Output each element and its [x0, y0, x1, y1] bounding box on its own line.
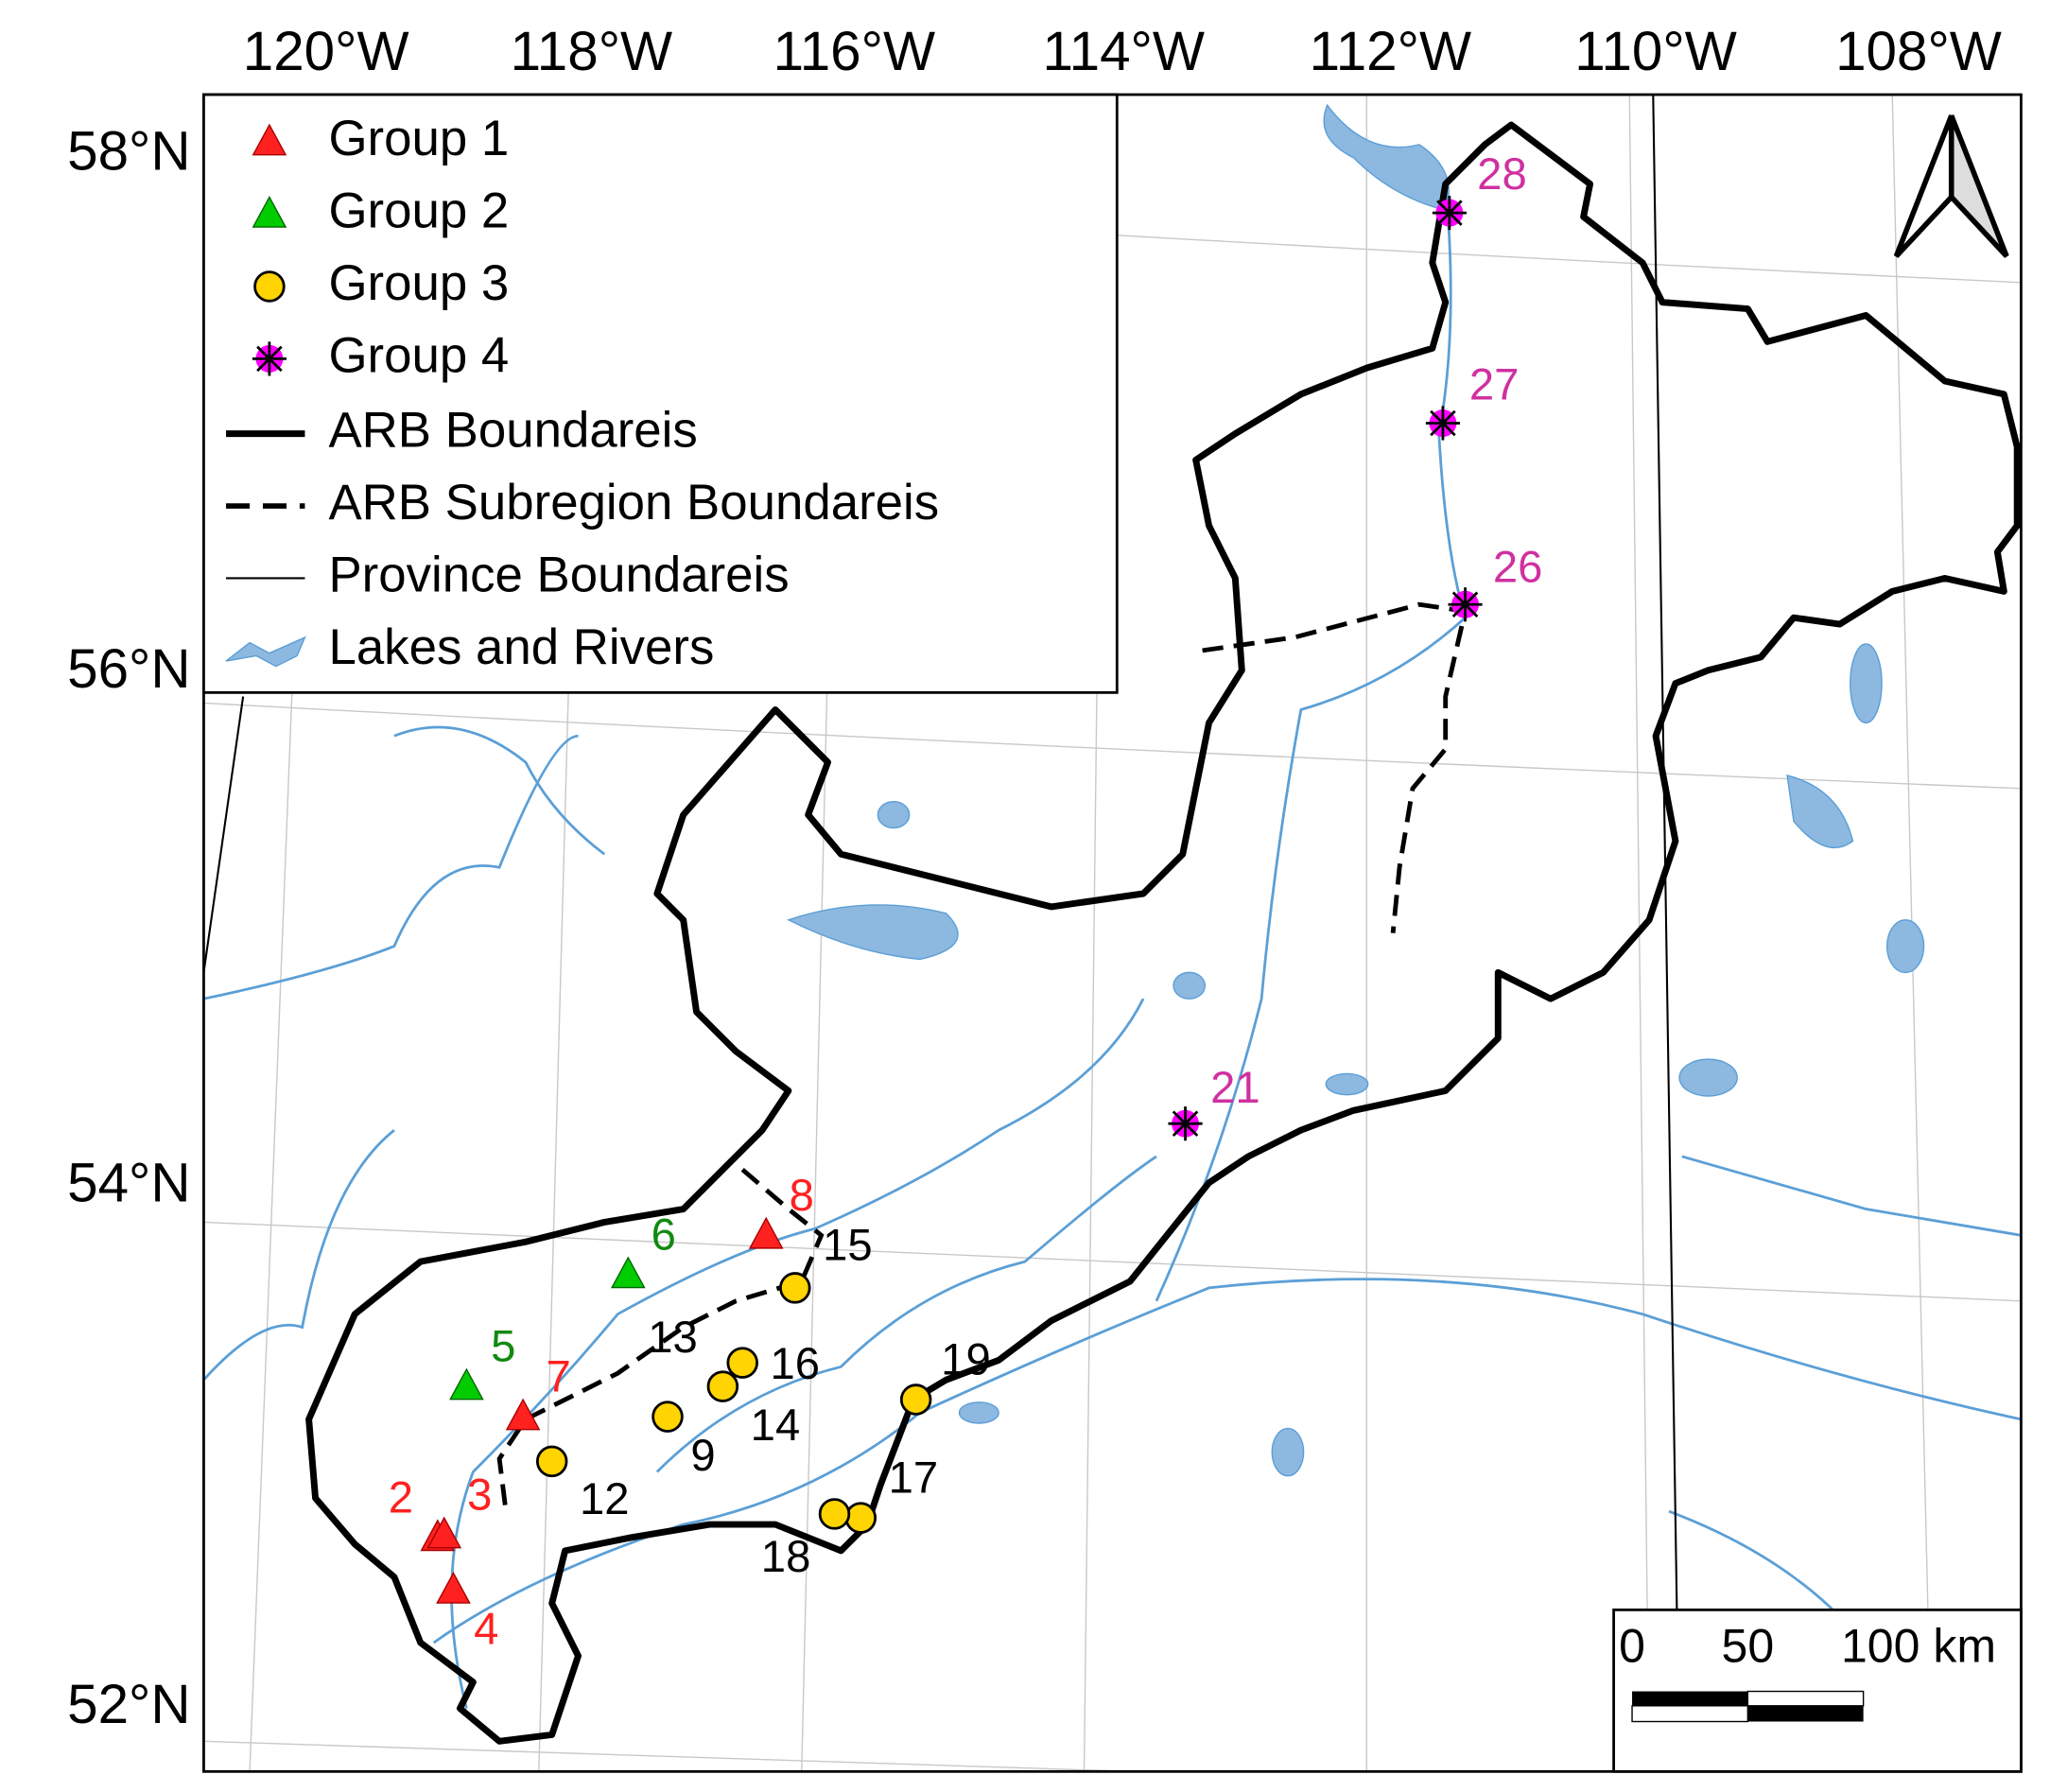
asterisk-stroke: [1436, 200, 1463, 226]
asterisk-stroke: [256, 345, 283, 373]
circle-marker: [651, 1401, 684, 1433]
asterisk-marker: [1448, 587, 1483, 622]
longitude-label: 112°W: [1310, 21, 1471, 82]
longitude-label: 116°W: [773, 21, 935, 82]
arb-subregion-boundaries: [496, 601, 1468, 1512]
asterisk-stroke: [1430, 409, 1456, 437]
station-label: 6: [651, 1210, 676, 1261]
station-label: 16: [771, 1339, 821, 1389]
station-label: 17: [889, 1453, 939, 1504]
station-label: 7: [547, 1352, 571, 1402]
lakes-rivers: [203, 103, 2022, 1709]
circle-marker: [726, 1347, 758, 1379]
triangle-marker: [426, 1516, 462, 1549]
station-label: 3: [467, 1470, 492, 1521]
station-label: 5: [491, 1322, 515, 1372]
scale-label: 50: [1722, 1619, 1775, 1672]
scale-label: 100 km: [1841, 1619, 1996, 1672]
circle-marker: [535, 1445, 568, 1478]
legend-label: Province Boundareis: [328, 547, 789, 602]
triangle-marker: [748, 1216, 784, 1249]
legend-lake: [225, 635, 306, 668]
circle-marker: [818, 1498, 851, 1530]
legend-label: ARB Boundareis: [328, 403, 697, 459]
circle-marker: [779, 1272, 811, 1304]
triangle-marker: [610, 1256, 646, 1289]
legend-label: Group 3: [328, 255, 509, 311]
province-boundaries: [203, 95, 1681, 1772]
circle-marker: [253, 270, 286, 303]
circle-marker: [844, 1502, 877, 1534]
longitude-label: 120°W: [243, 21, 409, 82]
station-label: 4: [474, 1604, 498, 1654]
stations: 2 3 4 7 8 5 6 9 12 13 14 15 16 17 18 19 21 26 27 28: [389, 149, 1543, 1654]
legend-label: Group 4: [328, 327, 509, 383]
asterisk-stroke: [1172, 1110, 1199, 1137]
triangle-marker: [505, 1398, 541, 1431]
station-label: 26: [1493, 543, 1543, 593]
latitude-label: 54°N: [67, 1152, 190, 1213]
scale-bar: 0 50 100 km: [1612, 1608, 2023, 1773]
scale-label: 0: [1619, 1619, 1645, 1672]
longitude-label: 108°W: [1835, 21, 2002, 82]
station-label: 14: [751, 1401, 801, 1451]
latitude-label: 58°N: [67, 120, 190, 182]
longitude-label: 114°W: [1042, 21, 1204, 82]
circle-marker: [899, 1383, 932, 1416]
asterisk-marker: [1168, 1106, 1203, 1141]
station-label: 8: [790, 1171, 814, 1221]
station-label: 28: [1477, 149, 1527, 200]
station-label: 19: [941, 1335, 991, 1385]
station-label: 15: [823, 1221, 873, 1271]
station-label: 12: [580, 1474, 630, 1524]
latitude-label: 56°N: [67, 638, 190, 700]
station-label: 9: [690, 1431, 715, 1481]
legend-label: Group 2: [328, 183, 509, 238]
arb-boundary: [305, 121, 2021, 1745]
station-label: 21: [1210, 1063, 1260, 1113]
station-label: 18: [761, 1532, 811, 1582]
longitude-label: 118°W: [511, 21, 672, 82]
triangle-marker: [436, 1572, 471, 1604]
latitude-label: 52°N: [67, 1674, 190, 1735]
axis-labels: 120°W 118°W 116°W 114°W 112°W 110°W 108°W 58°N 5…: [67, 21, 2002, 1735]
triangle-marker: [252, 195, 287, 228]
legend-label: Group 1: [328, 111, 509, 166]
legend-label: ARB Subregion Boundareis: [328, 475, 939, 531]
legend-label: Lakes and Rivers: [328, 619, 714, 675]
station-label: 2: [389, 1473, 413, 1523]
station-label: 13: [648, 1313, 698, 1363]
station-label: 27: [1469, 359, 1520, 409]
asterisk-marker: [1425, 406, 1460, 441]
circle-marker: [706, 1370, 739, 1402]
north-arrow: [1893, 114, 2009, 258]
legend: Group 1 Group 2 Group 3 Group 4 ARB Boundare…: [202, 93, 1119, 694]
asterisk-stroke: [1451, 591, 1479, 618]
triangle-marker: [449, 1367, 484, 1401]
triangle-marker: [252, 123, 287, 156]
longitude-label: 110°W: [1574, 21, 1736, 82]
asterisk-marker: [252, 341, 287, 376]
asterisk-marker: [1432, 196, 1467, 231]
